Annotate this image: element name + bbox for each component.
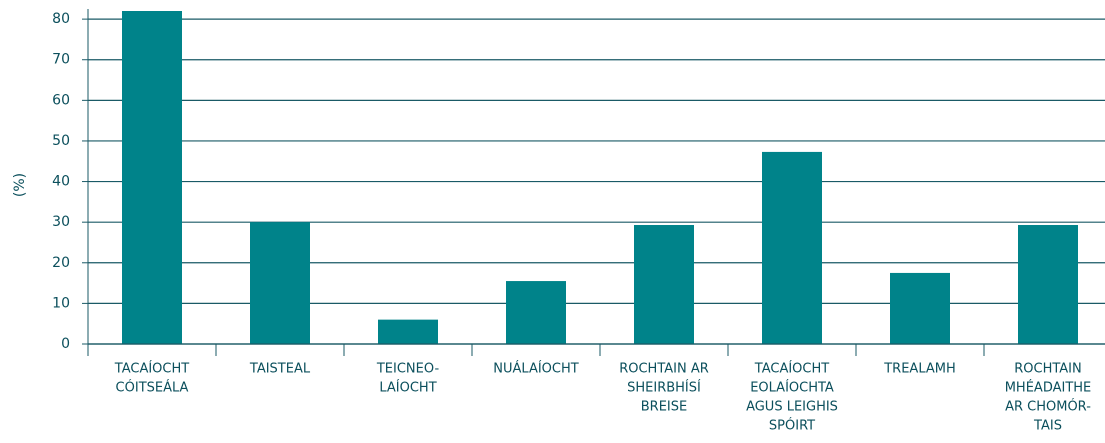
x-tick-label: BREISE (641, 400, 687, 415)
x-tick-label: LAÍOCHT (379, 380, 436, 396)
y-tick-label: 40 (52, 174, 70, 190)
y-axis-label: (%) (12, 173, 28, 197)
x-tick-label: TACAÍOCHT (754, 361, 829, 377)
y-tick-label: 60 (52, 92, 70, 108)
y-tick-label: 70 (52, 52, 70, 68)
y-tick-label: 50 (52, 133, 70, 149)
x-tick-label: TAIS (1033, 419, 1062, 434)
y-tick-label: 80 (52, 11, 70, 27)
bar (506, 281, 566, 344)
x-tick-label: MHÉADAITHE (1005, 380, 1092, 396)
y-tick-label: 30 (52, 214, 70, 230)
bar (634, 225, 694, 344)
x-tick-label: ROCHTAIN AR (619, 362, 709, 377)
y-tick-label: 10 (52, 295, 70, 311)
bar (378, 319, 438, 344)
x-tick-label: CÓITSEÁLA (116, 380, 189, 396)
bar (1018, 225, 1078, 344)
bar (890, 272, 950, 344)
x-tick-label: AGUS LEIGHIS (746, 400, 838, 415)
y-tick-label: 20 (52, 255, 70, 271)
x-tick-label: TAISTEAL (249, 362, 311, 377)
bar (250, 222, 310, 344)
x-tick-label: AR CHOMÓR- (1005, 399, 1091, 415)
y-tick-label: 0 (61, 336, 70, 352)
bar (762, 151, 822, 344)
x-tick-label: SHEIRBHÍSÍ (627, 380, 701, 396)
x-tick-label: ROCHTAIN (1014, 362, 1082, 377)
x-tick-label: NUÁLAÍOCHT (493, 361, 578, 377)
x-tick-label: TEICNEO- (376, 362, 440, 377)
x-tick-label: SPÓIRT (769, 418, 815, 434)
x-tick-label: EOLAÍOCHTA (750, 380, 834, 396)
x-tick-label: TREALAMH (883, 362, 956, 377)
bar (122, 11, 182, 344)
x-tick-label: TACAÍOCHT (114, 361, 189, 377)
